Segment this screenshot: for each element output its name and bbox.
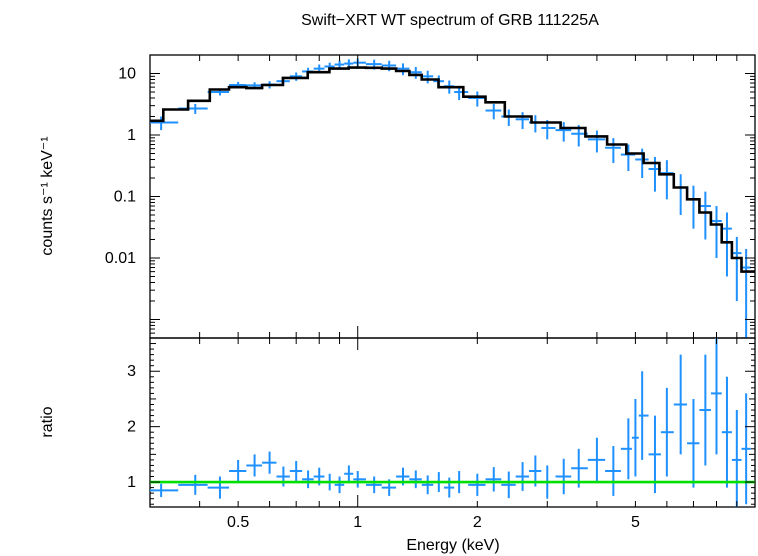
spectrum-plot-frame: [149, 54, 756, 339]
spectrum-plot-area: [150, 58, 755, 338]
ratio-data-point: [444, 477, 455, 498]
spectrum-data-point: [515, 112, 529, 130]
ratio-panel: 1 2 3 0.5 1 2 5 ratio Energy (keV): [39, 337, 756, 554]
ratio-data-point: [485, 467, 502, 492]
spectrum-y-tick-label: 0.1: [114, 189, 136, 206]
ratio-axes: 1 2 3 0.5 1 2 5: [127, 338, 756, 531]
ratio-data-point: [631, 398, 639, 477]
ratio-data-point: [555, 458, 572, 495]
spectrum-y-tick-label: 1: [127, 127, 136, 144]
spectrum-data-point: [710, 206, 722, 258]
ratio-data-point: [302, 470, 314, 489]
ratio-plot-area: [150, 338, 755, 507]
spectrum-data-point: [396, 63, 410, 76]
spectrum-panel: 10 1 0.1 0.01 counts s⁻¹ keV⁻¹: [39, 54, 756, 339]
spectrum-data-point: [620, 144, 636, 171]
x-axis-label: Energy (keV): [406, 537, 499, 554]
ratio-data-point: [710, 338, 722, 455]
ratio-data-point: [178, 474, 208, 495]
ratio-data-point: [229, 459, 247, 483]
ratio-data-point: [262, 451, 277, 474]
ratio-data-point: [353, 470, 366, 488]
spectrum-data-point: [605, 138, 621, 164]
spectrum-data-point: [421, 70, 434, 84]
ratio-data-point: [741, 393, 751, 505]
spectrum-data-point: [673, 174, 688, 216]
spectrum-data-point: [660, 160, 674, 200]
spectrum-y-label: counts s⁻¹ keV⁻¹: [39, 136, 56, 255]
ratio-data-point: [587, 437, 606, 483]
ratio-data-point: [731, 410, 742, 507]
x-tick-label: 0.5: [227, 514, 249, 531]
ratio-data-point: [344, 465, 354, 483]
ratio-data-point: [289, 461, 303, 481]
ratio-data-point: [605, 446, 621, 496]
spectrum-y-tick-label: 0.01: [105, 250, 136, 267]
spectrum-data-point: [150, 116, 179, 131]
ratio-y-label: ratio: [39, 406, 56, 437]
ratio-data-point: [673, 354, 688, 455]
ratio-data-point: [648, 415, 661, 494]
x-tick-label: 5: [631, 514, 640, 531]
model-step-line: [150, 66, 755, 273]
spectrum-data-point: [587, 130, 606, 153]
ratio-data-point: [721, 376, 732, 488]
ratio-data-point: [246, 454, 263, 477]
ratio-data-point: [638, 371, 649, 460]
spectrum-y-tick-label: 10: [118, 66, 136, 83]
spectrum-data-point: [731, 236, 742, 301]
chart-title: Swift−XRT WT spectrum of GRB 111225A: [301, 12, 599, 29]
ratio-plot-frame: [149, 337, 756, 508]
spectrum-data-point: [741, 249, 751, 338]
ratio-data-point: [660, 387, 674, 477]
spectrum-data-point: [409, 66, 422, 79]
spectrum-data-point: [468, 91, 486, 107]
ratio-data-point: [334, 476, 345, 494]
ratio-data-point: [620, 418, 632, 480]
ratio-data-point: [699, 354, 711, 466]
ratio-data-point: [409, 470, 422, 489]
ratio-y-tick-label: 3: [127, 363, 136, 380]
ratio-y-tick-label: 2: [127, 419, 136, 436]
ratio-data-point: [468, 473, 486, 496]
spectrum-data-point: [721, 212, 732, 277]
ratio-data-point: [207, 476, 230, 499]
spectrum-data-point: [699, 191, 711, 240]
ratio-data-point: [501, 471, 516, 499]
x-tick-label: 1: [353, 514, 362, 531]
ratio-data-point: [365, 476, 382, 494]
ratio-data-point: [687, 398, 700, 488]
spectrum-data-point: [555, 122, 572, 142]
ratio-data-point: [150, 483, 179, 498]
ratio-data-point: [421, 475, 434, 495]
ratio-y-tick-label: 1: [127, 474, 136, 491]
spectrum-axes: 10 1 0.1 0.01: [105, 54, 756, 339]
spectrum-data-point: [485, 103, 502, 120]
ratio-data-point: [276, 466, 290, 487]
ratio-data-point: [515, 462, 529, 491]
spectrum-data-point: [687, 185, 700, 229]
x-tick-label: 2: [473, 514, 482, 531]
